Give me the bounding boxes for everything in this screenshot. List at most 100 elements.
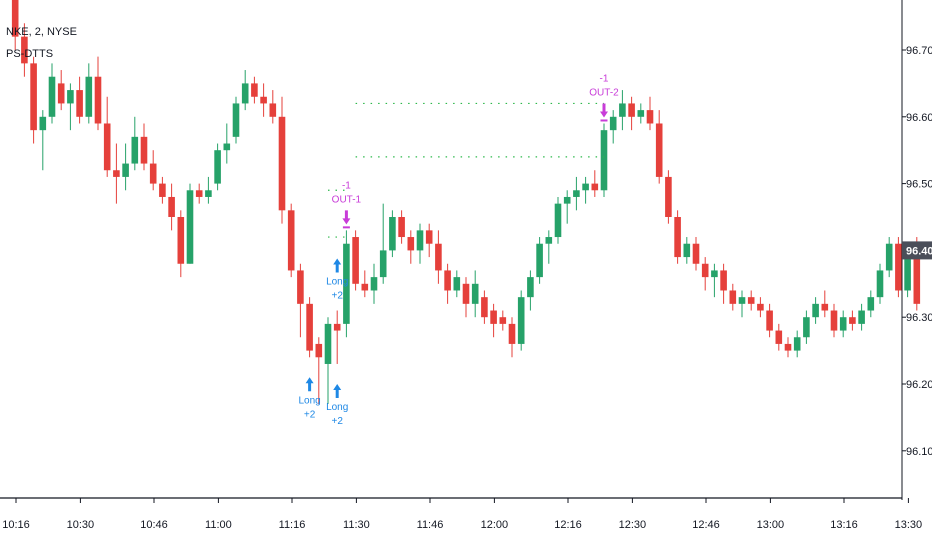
candle (232, 96, 240, 144)
candle-body (67, 90, 74, 104)
candle (67, 83, 74, 131)
price-tick-label: 96.70 (906, 45, 932, 57)
candle (30, 56, 37, 144)
candle-body (885, 243, 893, 271)
candle (527, 270, 534, 311)
candle (885, 237, 893, 278)
candle-body (508, 323, 516, 344)
last-price-label: 96.40 (906, 245, 932, 257)
candle (343, 230, 350, 338)
candle (48, 63, 56, 124)
candle (315, 337, 323, 405)
candle-body (637, 110, 645, 117)
candle (499, 310, 507, 331)
candle-body (830, 310, 838, 331)
candle (444, 263, 451, 304)
candle-body (701, 263, 709, 278)
candle (425, 223, 433, 258)
indicator-legend[interactable]: PS-DTTS (6, 48, 54, 60)
candle-body (85, 76, 93, 117)
time-tick-label: 12:46 (692, 519, 720, 531)
candle (471, 270, 479, 318)
signal-exit: OUT-2 -1 (589, 73, 619, 122)
candle-body (775, 330, 783, 344)
candle-body (186, 190, 194, 264)
candle (389, 210, 396, 258)
candle (692, 237, 700, 271)
long-arrow-icon (333, 258, 342, 273)
time-tick-label: 11:16 (279, 519, 306, 531)
candle (793, 330, 801, 358)
candle (573, 176, 580, 211)
long-label: Long (326, 277, 348, 288)
candle-body (278, 116, 286, 211)
candle (140, 123, 148, 171)
target-lines-layer (328, 102, 604, 238)
candle (398, 210, 405, 244)
candle (536, 237, 543, 284)
candle (324, 317, 332, 405)
candle (57, 70, 65, 111)
candle-body (324, 323, 332, 364)
candle (85, 63, 93, 124)
candle (775, 323, 783, 351)
candle (94, 56, 102, 131)
time-tick-label: 12:16 (554, 519, 582, 531)
candle (821, 290, 829, 318)
candle-body (545, 237, 553, 244)
candle-body (876, 270, 884, 298)
candle-body (306, 303, 313, 351)
time-tick-label: 10:46 (140, 519, 168, 531)
candle-body (361, 283, 369, 291)
candle (720, 263, 727, 304)
candle-body (260, 96, 267, 104)
candle-body (812, 303, 819, 318)
candle-body (793, 337, 801, 351)
exit-label: OUT-2 (589, 87, 619, 98)
signal-long: Long +2 (326, 383, 348, 427)
candle-body (48, 76, 56, 117)
candle-body (720, 270, 727, 291)
candle-body (407, 237, 415, 251)
candle-body (481, 297, 488, 318)
candle (766, 303, 773, 338)
candle-body (803, 317, 810, 338)
time-axis: 10:16 10:30 10:46 11:00 11:16 11:30 11:46 12:00… (2, 498, 922, 531)
candle (867, 290, 875, 318)
candle (508, 317, 516, 358)
candle (481, 290, 488, 324)
candle-body (784, 343, 792, 351)
candle (637, 103, 645, 124)
candle (416, 223, 424, 264)
long-arrow-icon (305, 377, 314, 392)
candle-body (757, 303, 764, 311)
signals-layer: Long +2 Long +2 Long +2 OUT-1 -1 OUT-2 -1 (298, 73, 619, 426)
candle-body (655, 123, 663, 177)
candle (168, 183, 175, 231)
time-tick-label: 12:00 (481, 519, 509, 531)
candle (683, 237, 691, 264)
candle (251, 76, 258, 104)
exit-bar (342, 226, 350, 229)
candle-body (665, 176, 672, 217)
candle (812, 297, 819, 324)
candle (701, 257, 709, 291)
candle-body (839, 317, 847, 331)
candle-body (692, 243, 700, 264)
candle (858, 303, 865, 331)
long-label: +2 (331, 416, 343, 427)
price-tick-label: 96.60 (906, 112, 932, 124)
candle-body (113, 170, 120, 177)
candle (849, 310, 856, 331)
time-tick-label: 11:00 (205, 519, 232, 531)
price-tick-label: 96.30 (906, 312, 932, 324)
candle (113, 143, 120, 204)
candle (545, 230, 553, 264)
exit-label: -1 (342, 180, 351, 191)
symbol-legend: NKE, 2, NYSE (6, 26, 77, 38)
candle-body (425, 230, 433, 244)
candle-body (858, 310, 865, 324)
candle-body (600, 130, 608, 191)
